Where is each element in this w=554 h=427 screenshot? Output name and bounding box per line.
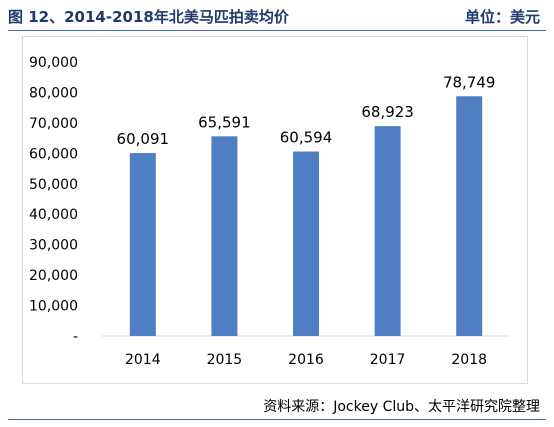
bar — [129, 153, 156, 336]
y-tick-label: 40,000 — [29, 207, 78, 223]
x-tick-label: 2017 — [370, 352, 406, 368]
x-tick-label: 2016 — [288, 352, 324, 368]
x-tick-label: 2018 — [451, 352, 487, 368]
y-tick-label: - — [73, 329, 78, 345]
unit-label: 单位：美元 — [464, 8, 540, 26]
data-label: 60,594 — [280, 129, 333, 147]
figure-title: 图 12、2014-2018年北美马匹拍卖均价 — [8, 8, 289, 26]
footer-rule — [8, 419, 546, 420]
y-tick-label: 30,000 — [29, 238, 78, 254]
y-tick-label: 50,000 — [29, 177, 78, 193]
bar — [456, 96, 483, 336]
chart-frame — [22, 36, 528, 384]
data-label: 65,591 — [198, 113, 251, 131]
data-label: 60,091 — [117, 130, 170, 148]
y-tick-label: 90,000 — [29, 55, 78, 71]
y-tick-label: 60,000 — [29, 146, 78, 162]
data-label: 68,923 — [361, 103, 414, 121]
y-tick-label: 20,000 — [29, 268, 78, 284]
x-tick-label: 2014 — [125, 352, 161, 368]
bar — [211, 136, 238, 336]
y-tick-label: 80,000 — [29, 85, 78, 101]
y-tick-label: 10,000 — [29, 299, 78, 315]
y-tick-label: 70,000 — [29, 116, 78, 132]
source-note: 资料来源：Jockey Club、太平洋研究院整理 — [263, 399, 540, 415]
header-rule — [8, 30, 546, 31]
data-label: 78,749 — [443, 73, 496, 91]
figure-header: 图 12、2014-2018年北美马匹拍卖均价 单位：美元 — [0, 0, 554, 32]
bar — [374, 126, 401, 336]
bar — [293, 151, 319, 336]
x-tick-label: 2015 — [207, 352, 243, 368]
